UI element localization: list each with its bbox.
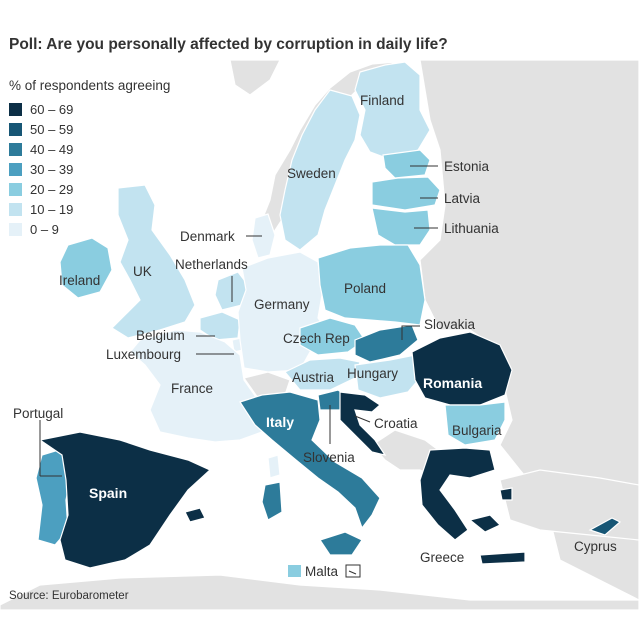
country-ireland <box>59 237 113 299</box>
land-africa <box>0 574 639 611</box>
label-lithuania: Lithuania <box>444 221 499 236</box>
land-north <box>229 59 281 96</box>
label-spain: Spain <box>89 485 127 501</box>
country-croatia <box>339 391 387 456</box>
label-luxembourg: Luxembourg <box>106 347 181 362</box>
country-greece-islands <box>468 487 526 565</box>
legend-label: 10 – 19 <box>30 201 74 217</box>
legend-swatch <box>9 182 22 196</box>
legend: 60 – 69 50 – 59 40 – 49 30 – 39 20 – 29 … <box>9 99 73 239</box>
legend-item: 0 – 9 <box>9 219 73 239</box>
country-lithuania <box>371 207 431 246</box>
label-greece: Greece <box>420 550 464 565</box>
legend-item: 20 – 29 <box>9 179 73 199</box>
label-denmark: Denmark <box>180 229 235 244</box>
legend-swatch <box>9 142 22 156</box>
label-sweden: Sweden <box>287 166 336 181</box>
country-france <box>129 329 269 443</box>
country-sweden <box>279 89 361 251</box>
country-spain <box>38 431 212 569</box>
source-note: Source: Eurobarometer <box>9 590 129 602</box>
label-finland: Finland <box>360 93 404 108</box>
country-italy-sicily <box>319 531 363 556</box>
page-title: Poll: Are you personally affected by cor… <box>9 36 448 53</box>
legend-swatch <box>9 222 22 236</box>
country-cyprus <box>588 517 622 536</box>
label-slovakia: Slovakia <box>424 317 476 332</box>
label-czech: Czech Rep <box>283 331 350 346</box>
country-spain-balearic <box>184 507 206 523</box>
label-latvia: Latvia <box>444 191 481 206</box>
country-france-corsica <box>267 454 281 479</box>
country-italy-sardinia <box>261 481 283 521</box>
label-belgium: Belgium <box>136 328 185 343</box>
country-greece <box>419 447 496 541</box>
legend-label: 40 – 49 <box>30 141 74 157</box>
label-italy: Italy <box>266 414 294 430</box>
label-portugal: Portugal <box>13 406 63 421</box>
label-hungary: Hungary <box>347 366 398 381</box>
label-croatia: Croatia <box>374 416 418 431</box>
eu-countries <box>35 61 622 569</box>
legend-title: % of respondents agreeing <box>9 78 171 93</box>
legend-item: 40 – 49 <box>9 139 73 159</box>
legend-item: 50 – 59 <box>9 119 73 139</box>
label-netherlands: Netherlands <box>175 257 248 272</box>
country-estonia <box>382 149 431 179</box>
label-ireland: Ireland <box>59 273 100 288</box>
legend-label: 0 – 9 <box>30 221 59 237</box>
label-bulgaria: Bulgaria <box>452 423 502 438</box>
leader-lines <box>39 165 438 477</box>
country-latvia <box>371 176 441 211</box>
legend-label: 30 – 39 <box>30 161 74 177</box>
label-estonia: Estonia <box>444 159 490 174</box>
label-cyprus: Cyprus <box>574 539 617 554</box>
legend-label: 50 – 59 <box>30 121 74 137</box>
label-uk: UK <box>133 264 152 279</box>
country-denmark <box>251 213 276 259</box>
label-malta: Malta <box>305 564 339 579</box>
legend-swatch <box>9 122 22 136</box>
legend-label: 20 – 29 <box>30 181 74 197</box>
legend-item: 30 – 39 <box>9 159 73 179</box>
malta-inset-box <box>345 564 361 578</box>
label-austria: Austria <box>292 370 335 385</box>
label-germany: Germany <box>254 297 310 312</box>
country-italy <box>239 391 381 530</box>
legend-swatch <box>9 162 22 176</box>
country-finland <box>354 61 431 161</box>
legend-item: 60 – 69 <box>9 99 73 119</box>
country-romania <box>411 331 513 406</box>
country-bulgaria <box>444 401 506 446</box>
country-belgium <box>199 311 241 341</box>
legend-item: 10 – 19 <box>9 199 73 219</box>
legend-swatch <box>9 202 22 216</box>
land-switzerland <box>243 371 291 399</box>
label-france: France <box>171 381 213 396</box>
legend-label: 60 – 69 <box>30 101 74 117</box>
malta-swatch <box>288 565 301 577</box>
label-poland: Poland <box>344 281 386 296</box>
label-slovenia: Slovenia <box>303 450 355 465</box>
country-uk <box>111 184 196 339</box>
label-romania: Romania <box>423 375 482 391</box>
country-poland <box>317 244 426 326</box>
legend-swatch <box>9 102 22 116</box>
